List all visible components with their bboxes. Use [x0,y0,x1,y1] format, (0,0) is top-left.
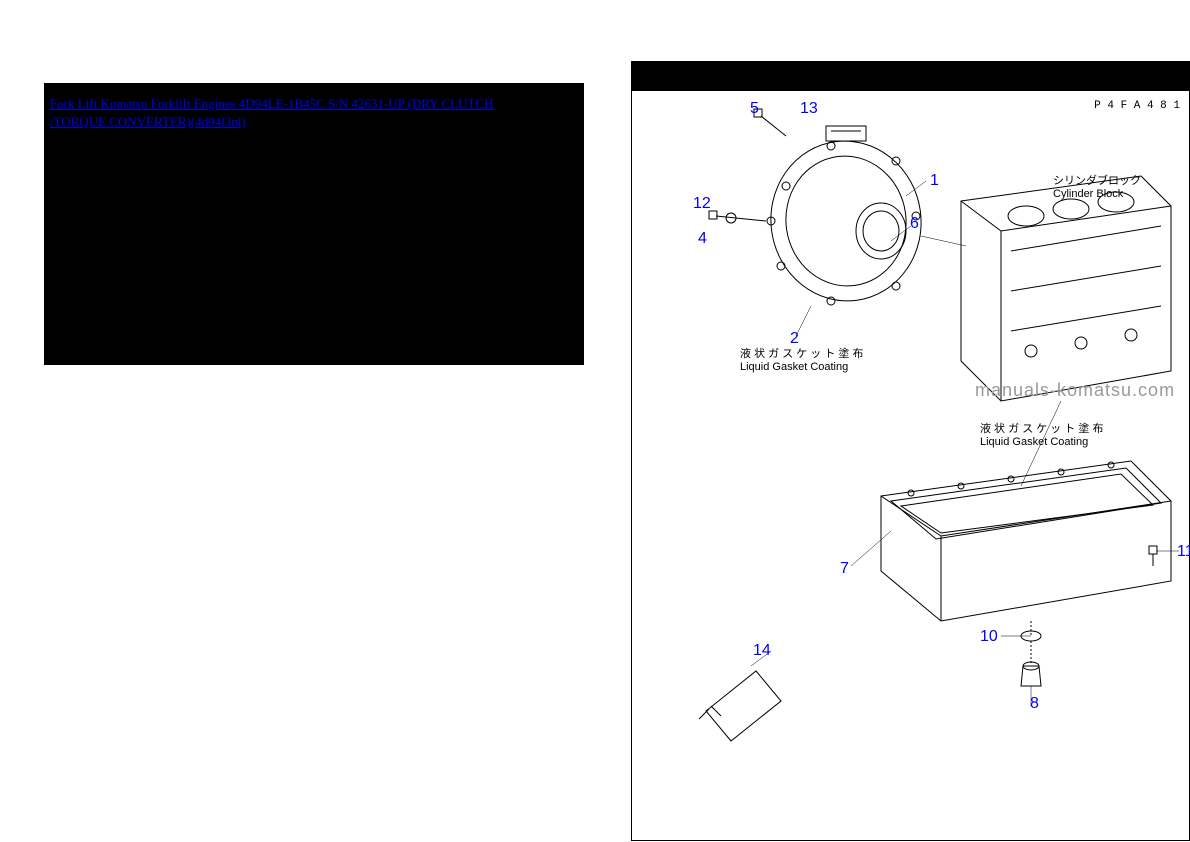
callout-4: 4 [698,230,707,248]
liquid-gasket-label-2: 液 状 ガ ス ケ ッ ト 塗 布 Liquid Gasket Coating [980,423,1103,449]
callout-2: 2 [790,330,799,348]
right-panel: P 4 F A 4 8 1 [585,0,1190,842]
callout-7: 7 [840,560,849,578]
diagram-header-bar [631,61,1190,91]
callout-5: 5 [750,100,759,118]
liquid-gasket-label-1: 液 状 ガ ス ケ ッ ト 塗 布 Liquid Gasket Coating [740,348,863,374]
callout-11: 11 [1177,543,1190,561]
callout-14: 14 [753,642,771,660]
liquid-gasket-en-2: Liquid Gasket Coating [980,436,1103,449]
cylinder-block-label: シリンダブロック Cylinder Block [1053,175,1141,201]
callout-12: 12 [693,195,711,213]
watermark: manuals-komatsu.com [975,380,1175,401]
info-box: Fork Lift Komatsu Forklift Engines 4D94L… [44,83,584,365]
liquid-gasket-jp-2: 液 状 ガ ス ケ ッ ト 塗 布 [980,423,1103,436]
callout-1: 1 [930,172,939,190]
liquid-gasket-en-1: Liquid Gasket Coating [740,361,863,374]
callout-8: 8 [1030,695,1039,713]
diagram-svg [631,91,1190,841]
liquid-gasket-jp-1: 液 状 ガ ス ケ ッ ト 塗 布 [740,348,863,361]
left-panel: Fork Lift Komatsu Forklift Engines 4D94L… [0,0,585,842]
cylinder-block-en: Cylinder Block [1053,188,1141,201]
breadcrumb-link[interactable]: Fork Lift Komatsu Forklift Engines 4D94L… [50,95,520,131]
callout-6: 6 [910,215,919,233]
callout-13: 13 [800,100,818,118]
cylinder-block-jp: シリンダブロック [1053,175,1141,188]
callout-10: 10 [980,628,998,646]
